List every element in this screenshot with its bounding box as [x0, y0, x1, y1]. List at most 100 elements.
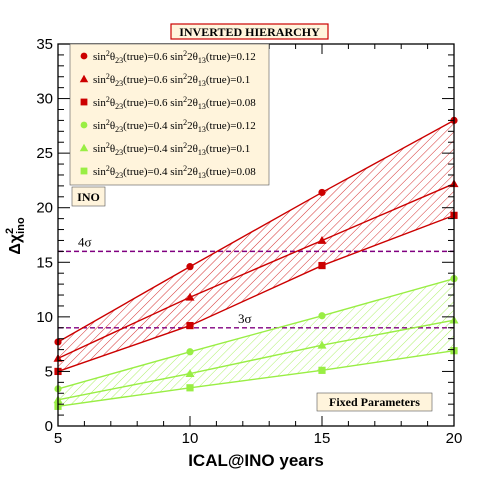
legend-text-part: 2	[183, 72, 187, 81]
x-axis-title: ICAL@INO years	[188, 451, 324, 470]
series-line	[57, 319, 455, 401]
legend-text-part: 23	[115, 56, 123, 65]
y-tick-label: 5	[45, 363, 53, 380]
reference-line-label: 3σ	[238, 311, 252, 326]
legend-text-part: (true)=0.08	[206, 166, 256, 178]
hatched-band	[58, 120, 454, 372]
legend-text-part: 2	[183, 141, 187, 150]
legend-entry-text: sin2θ23(true)=0.6 sin22θ13(true)=0.08	[93, 95, 256, 111]
legend-text-part: sin	[93, 120, 106, 132]
chart-title: INVERTED HIERARCHY	[179, 25, 320, 39]
legend-text-part: 23	[115, 102, 123, 111]
data-point	[318, 366, 326, 374]
legend-text-part: (true)=0.12	[206, 120, 256, 132]
series-line	[57, 183, 455, 359]
legend-marker	[80, 98, 88, 106]
legend-text-part: 2θ	[187, 120, 198, 132]
data-point	[186, 384, 194, 392]
y-tick-label: 15	[36, 254, 53, 271]
data-point	[185, 369, 195, 377]
legend-box	[69, 43, 270, 186]
legend-text-part: θ	[110, 166, 115, 178]
legend-text-part: 13	[198, 79, 206, 88]
x-tick-label: 5	[54, 430, 62, 447]
series-line	[57, 214, 455, 373]
x-tick-label: 20	[446, 430, 463, 447]
legend-text-part: 23	[115, 79, 123, 88]
legend-text-part: 2	[106, 141, 110, 150]
legend-text-part: 2θ	[187, 51, 198, 63]
y-tick-label: 20	[36, 200, 53, 217]
ino-label: INO	[77, 190, 100, 204]
legend-text-part: 13	[198, 125, 206, 134]
legend-text-part: (true)=0.4 sin	[123, 120, 183, 132]
legend-marker	[79, 143, 89, 152]
y-tick-label: 10	[36, 309, 53, 326]
data-point	[317, 340, 327, 349]
legend-text-part: sin	[93, 143, 106, 155]
y-tick-label: 25	[36, 145, 53, 162]
legend-text-part: (true)=0.6 sin	[123, 97, 183, 109]
legend-text-part: 13	[198, 56, 206, 65]
legend-text-part: (true)=0.6 sin	[123, 74, 183, 86]
legend-entry-text: sin2θ23(true)=0.6 sin22θ13(true)=0.1	[93, 72, 250, 88]
series-line	[57, 119, 455, 343]
legend-text-part: sin	[93, 166, 106, 178]
data-point	[318, 188, 326, 197]
data-point	[186, 348, 194, 356]
legend-text-part: θ	[110, 120, 115, 132]
legend-text-part: 23	[115, 125, 123, 134]
series-lines-layer	[57, 119, 455, 408]
legend-text-part: 2	[183, 95, 187, 104]
hatched-band	[58, 278, 454, 407]
legend-text-part: (true)=0.12	[206, 51, 256, 63]
data-point	[318, 312, 326, 320]
legend-text-part: 2θ	[187, 74, 198, 86]
legend-text-part: 13	[198, 148, 206, 157]
legend: sin2θ23(true)=0.6 sin22θ13(true)=0.12sin…	[79, 49, 256, 180]
data-point	[185, 292, 195, 301]
y-axis-title-delta: Δχ	[7, 233, 24, 255]
legend-text-part: 2	[183, 49, 187, 58]
legend-text-part: 2	[106, 72, 110, 81]
legend-entry-text: sin2θ23(true)=0.6 sin22θ13(true)=0.12	[93, 49, 256, 65]
legend-entry-text: sin2θ23(true)=0.4 sin22θ13(true)=0.12	[93, 118, 256, 134]
legend-entry-text: sin2θ23(true)=0.4 sin22θ13(true)=0.1	[93, 141, 250, 157]
legend-text-part: (true)=0.6 sin	[123, 51, 183, 63]
legend-text-part: 23	[115, 171, 123, 180]
legend-text-part: sin	[93, 97, 106, 109]
bands-layer	[58, 120, 454, 407]
y-tick-label: 0	[45, 418, 53, 435]
y-axis-title: Δχ2ino	[4, 217, 27, 255]
legend-text-part: 2	[183, 164, 187, 173]
legend-marker	[79, 74, 89, 83]
legend-text-part: 2	[106, 164, 110, 173]
data-point	[318, 261, 326, 270]
legend-marker	[80, 52, 88, 60]
legend-text-part: (true)=0.4 sin	[123, 166, 183, 178]
legend-text-part: (true)=0.1	[206, 74, 250, 86]
legend-text-part: 23	[115, 148, 123, 157]
legend-text-part: 13	[198, 171, 206, 180]
legend-text-part: 2	[106, 118, 110, 127]
legend-marker	[80, 121, 88, 129]
x-tick-label: 10	[182, 430, 199, 447]
data-point	[186, 263, 194, 271]
legend-text-part: 2	[106, 49, 110, 58]
legend-text-part: sin	[93, 51, 106, 63]
legend-text-part: 2θ	[187, 166, 198, 178]
legend-text-part: 2	[183, 118, 187, 127]
legend-text-part: θ	[110, 51, 115, 63]
legend-marker	[80, 167, 88, 175]
legend-text-part: 2θ	[187, 143, 198, 155]
legend-text-part: θ	[110, 97, 115, 109]
fixed-parameters-box	[316, 392, 433, 412]
legend-entry-text: sin2θ23(true)=0.4 sin22θ13(true)=0.08	[93, 164, 256, 180]
y-axis-title-subscript: ino	[15, 217, 27, 234]
legend-text-part: 13	[198, 102, 206, 111]
y-tick-label: 30	[36, 91, 53, 108]
x-tick-label: 15	[314, 430, 331, 447]
ino-box	[71, 186, 106, 207]
